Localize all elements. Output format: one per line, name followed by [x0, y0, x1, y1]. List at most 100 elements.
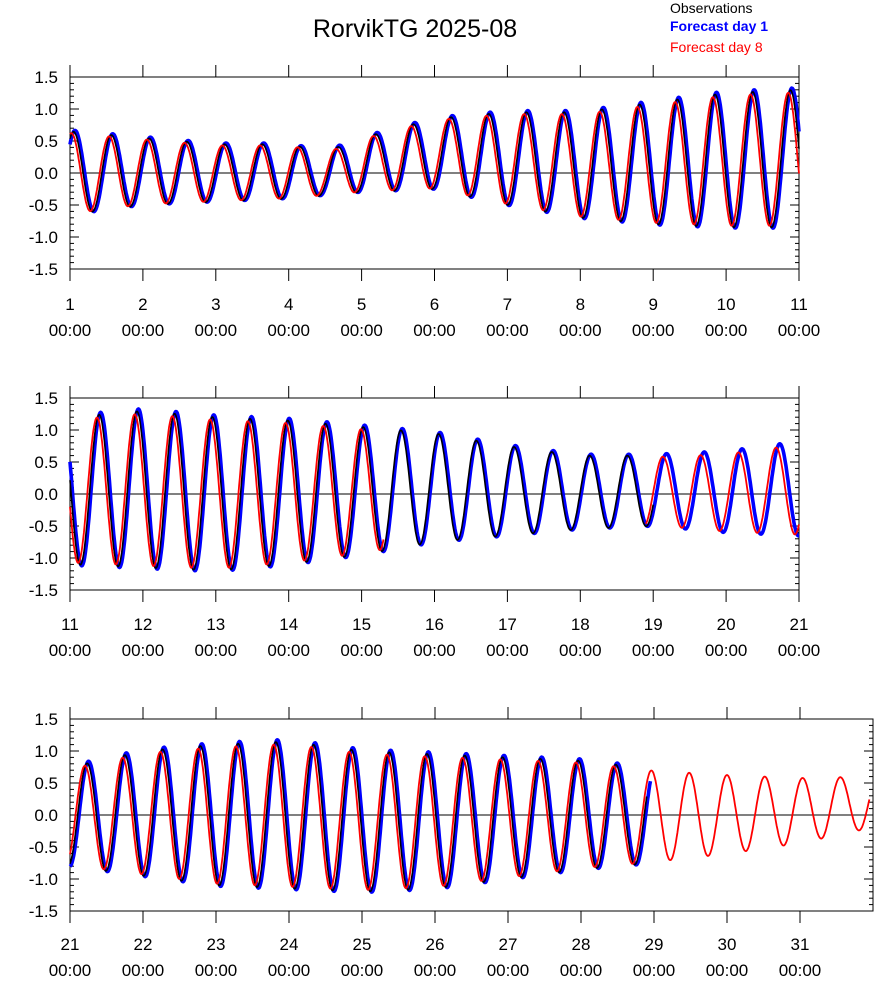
x-tick-label-time: 00:00: [632, 321, 675, 340]
x-tick-label-time: 00:00: [778, 321, 821, 340]
x-tick-label-day: 2: [138, 295, 147, 314]
series-forecast-day-8: [69, 91, 800, 227]
x-tick-label-day: 22: [134, 935, 153, 954]
series-observations: [69, 741, 648, 893]
y-tick-label: 1.5: [34, 710, 58, 729]
x-tick-label-day: 23: [207, 935, 226, 954]
x-tick-label-day: 25: [353, 935, 372, 954]
x-tick-label-time: 00:00: [560, 961, 603, 980]
x-tick-label-time: 00:00: [340, 641, 383, 660]
x-tick-label-day: 21: [61, 935, 80, 954]
x-tick-label-time: 00:00: [633, 961, 676, 980]
x-tick-label-day: 11: [61, 615, 79, 634]
x-tick-label-day: 9: [648, 295, 657, 314]
y-tick-label: 0.5: [34, 774, 58, 793]
legend-forecast-day-8: Forecast day 8: [670, 39, 763, 55]
x-tick-label-day: 20: [717, 615, 736, 634]
x-tick-label-day: 5: [357, 295, 366, 314]
y-tick-label: -1.5: [29, 260, 58, 279]
x-tick-label-day: 30: [718, 935, 737, 954]
y-tick-label: 1.0: [34, 742, 58, 761]
x-tick-label-day: 12: [133, 615, 152, 634]
x-tick-label-day: 14: [279, 615, 298, 634]
x-tick-label-time: 00:00: [632, 641, 675, 660]
y-tick-label: 1.0: [34, 421, 58, 440]
x-tick-label-day: 4: [284, 295, 293, 314]
x-tick-label-time: 00:00: [195, 641, 238, 660]
x-tick-label-time: 00:00: [413, 641, 456, 660]
y-tick-label: -0.5: [29, 517, 58, 536]
x-tick-label-day: 7: [503, 295, 512, 314]
x-tick-label-day: 19: [644, 615, 663, 634]
x-tick-label-time: 00:00: [413, 321, 456, 340]
x-tick-label-day: 1: [65, 295, 74, 314]
y-tick-label: -1.0: [29, 549, 58, 568]
x-tick-label-time: 00:00: [559, 641, 602, 660]
x-tick-label-day: 31: [791, 935, 810, 954]
y-tick-label: 0.0: [34, 806, 58, 825]
y-tick-label: 0.0: [34, 164, 58, 183]
series-forecast-day-1: [68, 407, 801, 573]
x-tick-label-time: 00:00: [779, 961, 822, 980]
panel-3: 1.5 1.0 0.5 0.0 -0.5 -1.0 -1.521 00:00 22 00:00 23…: [29, 707, 874, 980]
x-tick-label-day: 29: [645, 935, 664, 954]
y-tick-label: 1.0: [34, 100, 58, 119]
y-tick-label: 0.0: [34, 485, 58, 504]
x-tick-label-time: 00:00: [195, 961, 238, 980]
series-observations: [69, 89, 800, 229]
x-tick-label-time: 00:00: [267, 641, 310, 660]
x-tick-label-time: 00:00: [705, 321, 748, 340]
x-tick-label-time: 00:00: [122, 961, 165, 980]
y-tick-label: -0.5: [29, 838, 58, 857]
x-tick-label-time: 00:00: [414, 961, 457, 980]
y-tick-label: 0.5: [34, 453, 58, 472]
x-tick-label-day: 28: [572, 935, 591, 954]
x-tick-label-time: 00:00: [486, 641, 529, 660]
legend-forecast-day-1: Forecast day 1: [670, 18, 769, 34]
y-tick-label: 0.5: [34, 132, 58, 151]
x-tick-label-day: 8: [576, 295, 585, 314]
x-tick-label-time: 00:00: [195, 321, 238, 340]
x-tick-label-day: 6: [430, 295, 439, 314]
x-tick-label-time: 00:00: [341, 961, 384, 980]
x-tick-label-time: 00:00: [49, 641, 92, 660]
x-tick-label-time: 00:00: [267, 321, 310, 340]
legend-observations: Observations: [670, 0, 753, 16]
x-tick-label-time: 00:00: [268, 961, 311, 980]
x-tick-label-day: 11: [790, 295, 808, 314]
x-tick-label-time: 00:00: [340, 321, 383, 340]
x-tick-label-day: 18: [571, 615, 590, 634]
series-forecast-day-8: [69, 413, 800, 569]
x-tick-label-day: 10: [717, 295, 736, 314]
x-tick-label-time: 00:00: [706, 961, 749, 980]
x-tick-label-time: 00:00: [487, 961, 530, 980]
panel-1: 1.5 1.0 0.5 0.0 -0.5 -1.0 -1.5 1 00:00 2 00:00 3 00:…: [29, 65, 821, 340]
x-tick-label-time: 00:00: [49, 961, 92, 980]
x-tick-label-time: 00:00: [49, 321, 92, 340]
x-tick-label-time: 00:00: [778, 641, 821, 660]
x-tick-label-time: 00:00: [486, 321, 529, 340]
x-tick-label-day: 26: [426, 935, 445, 954]
x-tick-label-day: 13: [206, 615, 225, 634]
x-tick-label-time: 00:00: [122, 641, 165, 660]
x-tick-label-day: 3: [211, 295, 220, 314]
series-forecast-day-8: [69, 743, 871, 891]
y-tick-label: 1.5: [34, 389, 58, 408]
series-forecast-day-1: [68, 738, 653, 894]
y-tick-label: -1.5: [29, 581, 58, 600]
y-tick-label: -0.5: [29, 196, 58, 215]
chart-title: RorvikTG 2025-08: [312, 15, 518, 43]
y-tick-label: 1.5: [34, 68, 58, 87]
x-tick-label-time: 00:00: [559, 321, 602, 340]
x-tick-label-time: 00:00: [705, 641, 748, 660]
x-tick-label-day: 27: [499, 935, 518, 954]
x-tick-label-day: 24: [280, 935, 299, 954]
x-tick-label-day: 21: [790, 615, 809, 634]
x-tick-label-day: 15: [352, 615, 371, 634]
x-tick-label-day: 16: [425, 615, 444, 634]
y-tick-label: -1.0: [29, 870, 58, 889]
x-tick-label-day: 17: [498, 615, 517, 634]
y-tick-label: -1.0: [29, 228, 58, 247]
x-tick-label-time: 00:00: [122, 321, 165, 340]
